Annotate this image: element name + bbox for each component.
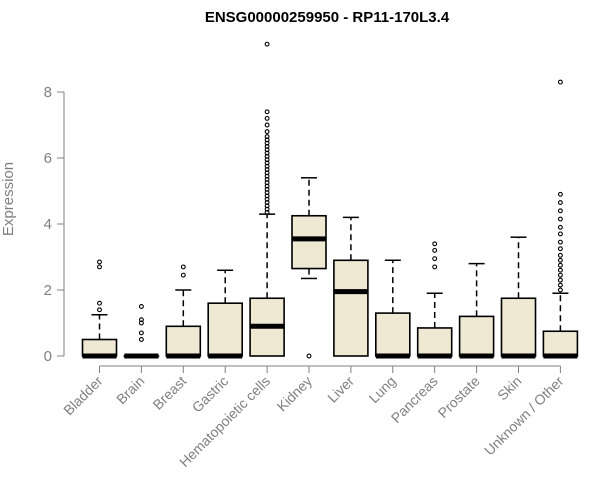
x-tick-label: Bladder bbox=[60, 373, 106, 419]
box-group bbox=[207, 269, 243, 359]
outlier-point bbox=[557, 239, 563, 245]
box-group bbox=[249, 41, 285, 357]
outlier-point bbox=[432, 256, 438, 262]
outlier-point bbox=[138, 330, 144, 336]
outlier-point bbox=[97, 307, 102, 313]
outlier-point bbox=[557, 200, 563, 206]
outlier-point bbox=[97, 264, 102, 270]
y-axis-label: Expression bbox=[0, 162, 17, 236]
x-tick-label: Unknown / Other bbox=[481, 373, 567, 459]
outlier-point bbox=[557, 208, 563, 214]
outlier-point bbox=[557, 267, 563, 273]
outlier-point bbox=[138, 304, 144, 309]
outlier-point bbox=[264, 115, 270, 121]
outlier-point bbox=[557, 191, 563, 197]
boxes bbox=[81, 41, 579, 359]
x-tick-label: Breast bbox=[149, 373, 189, 413]
box-group bbox=[81, 259, 118, 359]
outlier-point bbox=[557, 272, 563, 278]
box-group bbox=[500, 236, 537, 359]
y-tick-label: 0 bbox=[44, 348, 52, 365]
y-tick-label: 8 bbox=[44, 84, 52, 101]
chart-title: ENSG00000259950 - RP11-170L3.4 bbox=[205, 9, 450, 26]
box bbox=[500, 297, 537, 357]
outlier-point bbox=[264, 41, 270, 47]
outlier-point bbox=[264, 109, 270, 115]
outlier-point bbox=[432, 247, 438, 253]
outlier-point bbox=[138, 337, 144, 342]
box-group bbox=[165, 264, 202, 359]
box-group bbox=[542, 79, 579, 359]
outlier-point bbox=[432, 264, 438, 270]
outlier-point bbox=[138, 317, 144, 323]
box-group bbox=[123, 304, 160, 359]
box-group bbox=[333, 216, 369, 357]
x-tick-label: Pancreas bbox=[388, 373, 441, 426]
x-tick-label: Prostate bbox=[435, 373, 483, 421]
outlier-point bbox=[180, 272, 186, 278]
box-group bbox=[291, 177, 327, 359]
x-tick-label: Liver bbox=[324, 373, 357, 406]
y-tick-label: 4 bbox=[44, 216, 52, 233]
y-tick-label: 2 bbox=[44, 282, 52, 299]
outlier-point bbox=[557, 262, 563, 268]
box bbox=[416, 327, 453, 357]
box bbox=[207, 302, 243, 357]
outlier-point bbox=[306, 353, 312, 359]
box bbox=[291, 214, 327, 270]
outlier-point bbox=[557, 224, 563, 230]
box bbox=[542, 330, 579, 357]
outlier-point bbox=[264, 129, 270, 135]
outlier-point bbox=[432, 241, 438, 247]
y-tick-label: 6 bbox=[44, 150, 52, 167]
outlier-point bbox=[557, 231, 563, 237]
box bbox=[333, 259, 369, 357]
outlier-point bbox=[557, 277, 563, 283]
outlier-point bbox=[264, 134, 270, 140]
outlier-point bbox=[264, 122, 270, 128]
y-axis: 0 2 4 6 8 bbox=[44, 84, 65, 365]
outlier-point bbox=[180, 264, 186, 270]
outlier-point bbox=[557, 252, 563, 258]
x-tick-label: Brain bbox=[113, 373, 147, 407]
box-group bbox=[416, 241, 453, 359]
x-tick-label: Skin bbox=[494, 373, 525, 404]
box bbox=[458, 315, 495, 357]
x-tick-label: Lung bbox=[366, 373, 399, 406]
box-group bbox=[374, 259, 411, 359]
x-tick-label: Kidney bbox=[274, 373, 316, 415]
outlier-point bbox=[557, 79, 563, 85]
outlier-point bbox=[557, 287, 563, 293]
box bbox=[165, 325, 202, 357]
outlier-point bbox=[97, 259, 102, 265]
box-group bbox=[458, 262, 495, 359]
box bbox=[374, 312, 411, 357]
outlier-point bbox=[557, 282, 563, 288]
outlier-point bbox=[557, 257, 563, 263]
outlier-point bbox=[97, 300, 102, 306]
outlier-point bbox=[557, 216, 563, 222]
outlier-point bbox=[557, 246, 563, 252]
